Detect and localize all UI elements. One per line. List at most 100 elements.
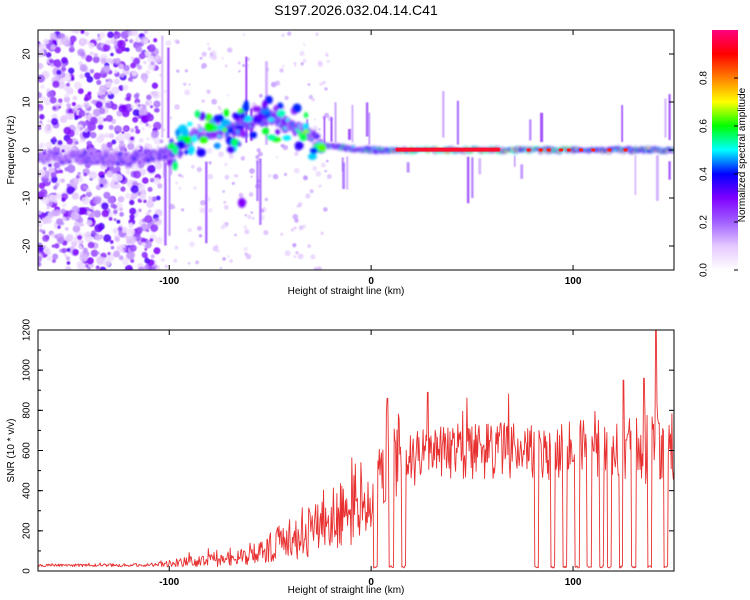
- spectrogram-noise-speckle: [95, 101, 103, 109]
- spectrogram-noise-speckle: [103, 234, 112, 243]
- spectrogram-noise-speckle: [193, 186, 197, 190]
- spectrogram-noise-speckle: [134, 125, 139, 130]
- spectrogram-noise-speckle: [106, 141, 113, 148]
- spectrogram-noise-speckle: [61, 247, 67, 254]
- spectrogram-noise-speckle: [105, 114, 113, 122]
- spectrogram-noise-speckle: [143, 60, 147, 65]
- spectrogram-noise-speckle: [45, 141, 53, 149]
- spectrogram-noise-speckle: [93, 196, 102, 205]
- spectrogram-noise-speckle: [113, 78, 120, 85]
- spectrogram-noise-speckle: [305, 193, 311, 199]
- spectrogram-noise-speckle: [64, 167, 69, 172]
- spectrogram-ridge-core: [371, 146, 376, 150]
- spectrogram-noise-speckle: [60, 208, 66, 215]
- spectrogram-noise-speckle: [110, 52, 114, 57]
- spectrogram-noise-speckle: [53, 185, 58, 190]
- spectrogram-noise-speckle: [199, 56, 203, 60]
- spectrogram-peak-dot: [558, 148, 564, 152]
- spectrogram-blob: [166, 159, 174, 166]
- spectrogram-blob: [199, 136, 209, 144]
- spectrogram-noise-speckle: [127, 142, 135, 151]
- spectrogram-noise-speckle: [317, 60, 322, 65]
- spectrogram-noise-speckle: [197, 225, 202, 231]
- spectrogram-noise-speckle: [292, 243, 297, 248]
- spectrogram-noise-speckle: [54, 243, 60, 249]
- spectrogram-noise-speckle: [54, 46, 61, 54]
- spectrogram-noise-speckle: [96, 79, 102, 86]
- spectrogram-noise-speckle: [46, 90, 54, 99]
- spectrogram-noise-speckle: [129, 207, 137, 215]
- spectrogram-noise-speckle: [45, 43, 52, 49]
- spectrogram-noise-speckle: [189, 241, 195, 248]
- spectrogram-noise-speckle: [111, 103, 118, 110]
- spectrogram-noise-speckle: [200, 199, 206, 206]
- snr-y-tick-label: 800: [22, 402, 33, 419]
- spectrogram-noise-speckle: [41, 217, 49, 224]
- spectrogram-noise-speckle: [136, 226, 143, 233]
- spectrogram-noise-speckle: [320, 231, 324, 236]
- spectrogram-noise-speckle: [48, 58, 54, 64]
- spectrogram-noise-speckle: [326, 60, 330, 63]
- spectrogram-blob: [221, 127, 228, 133]
- spectrogram-noise-speckle: [119, 212, 124, 217]
- spectrogram-noise-speckle: [145, 123, 149, 127]
- spectrogram-noise-speckle: [144, 215, 153, 224]
- spectrogram-noise-speckle: [112, 227, 119, 234]
- spectrogram-noise-speckle: [247, 214, 252, 220]
- snr-y-axis-label: SNR (10 * v/v): [6, 419, 17, 483]
- spectrogram-noise-speckle: [110, 240, 114, 244]
- spectrogram-noise-speckle: [138, 52, 146, 60]
- spectrogram-noise-speckle: [250, 211, 253, 214]
- spectrogram-noise-speckle: [78, 178, 84, 183]
- spectrogram-noise-speckle: [99, 32, 106, 39]
- spectrogram-noise-speckle: [146, 228, 150, 233]
- spectrogram-noise-speckle: [100, 57, 107, 64]
- spectrogram-noise-speckle: [307, 244, 311, 248]
- spectrogram-noise-speckle: [318, 128, 321, 131]
- spectrogram-noise-speckle: [92, 108, 101, 117]
- spectrogram-noise-speckle: [89, 51, 94, 56]
- spectrogram-noise-speckle: [38, 191, 45, 200]
- spectrogram-noise-speckle: [118, 255, 124, 261]
- spectrogram-noise-speckle: [258, 93, 263, 98]
- spectrogram-noise-speckle: [119, 207, 124, 212]
- spectrogram-noise-speckle: [153, 177, 161, 185]
- spectrogram-noise-speckle: [313, 266, 320, 270]
- spectrogram-noise-speckle: [117, 226, 123, 232]
- spectrogram-noise-speckle: [224, 162, 228, 167]
- spectrogram-noise-speckle: [296, 204, 300, 208]
- spectrogram-noise-speckle: [159, 73, 162, 77]
- spectrogram-noise-speckle: [117, 39, 126, 49]
- spectrogram-noise-speckle: [115, 183, 121, 189]
- spectrogram-blob: [262, 100, 268, 111]
- spectrogram-noise-speckle: [137, 266, 145, 270]
- spectrogram-noise-speckle: [57, 140, 63, 146]
- spectrogram-noise-speckle: [140, 237, 147, 244]
- spectrogram-noise-speckle: [82, 101, 90, 109]
- spectrogram-noise-speckle: [184, 69, 188, 73]
- spectrogram-noise-speckle: [60, 66, 67, 72]
- spectrogram-noise-speckle: [113, 44, 119, 50]
- spectrogram-noise-speckle: [151, 196, 157, 202]
- spectrogram-noise-speckle: [222, 190, 225, 193]
- spectrogram-noise-speckle: [87, 266, 91, 270]
- spectrogram-noise-speckle: [187, 228, 192, 233]
- spectrogram-noise-speckle: [93, 209, 102, 218]
- spectrogram-noise-speckle: [129, 244, 137, 252]
- spectrogram-ridge-core: [539, 151, 543, 154]
- spectrogram-blob: [240, 112, 246, 120]
- spectrogram-noise-speckle: [153, 247, 161, 255]
- spectrogram-noise-speckle: [244, 213, 248, 217]
- spectrogram-noise-speckle: [119, 145, 126, 152]
- spectrogram-noise-speckle: [143, 199, 147, 203]
- spectrogram-noise-speckle: [156, 265, 160, 269]
- spectrogram-noise-speckle: [131, 70, 138, 77]
- spectrogram-noise-speckle: [51, 244, 55, 248]
- spectrogram-noise-speckle: [46, 206, 50, 210]
- spectrogram-noise-speckle: [66, 103, 72, 109]
- spectrogram-noise-speckle: [223, 200, 227, 204]
- spectrogram-marks: [38, 30, 674, 270]
- spectrogram-noise-speckle: [70, 30, 77, 34]
- spectrogram-noise-speckle: [116, 219, 121, 224]
- spectrogram-noise-speckle: [130, 30, 139, 37]
